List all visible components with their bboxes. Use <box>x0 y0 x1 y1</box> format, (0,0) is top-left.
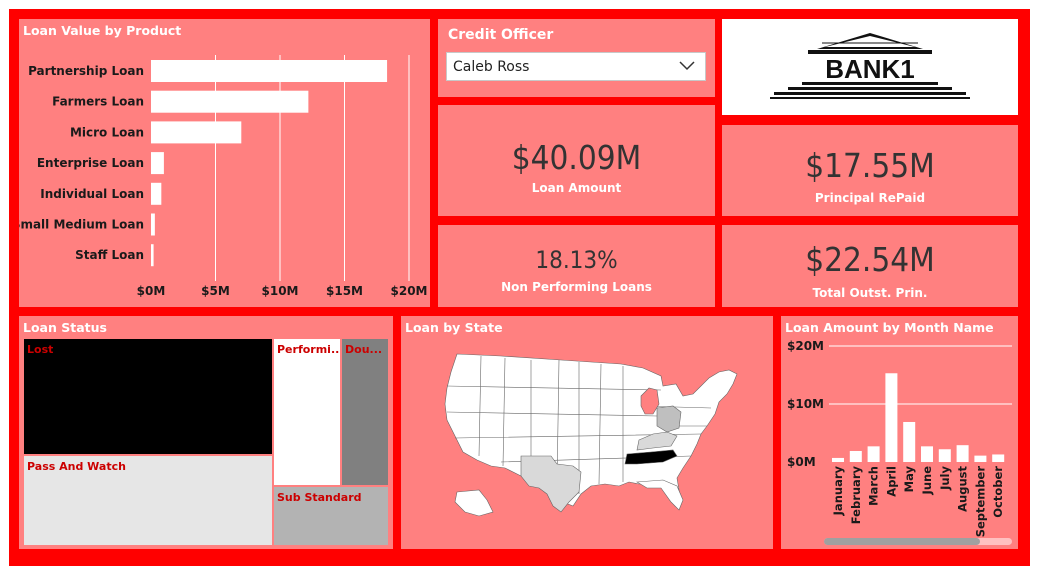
category-label: Staff Loan <box>75 248 144 262</box>
treemap-cell-performing[interactable]: Performi... <box>273 338 341 486</box>
treemap-label: Performi... <box>277 343 339 356</box>
treemap-cell-sub-standard[interactable]: Sub Standard <box>273 486 389 546</box>
treemap-label: Lost <box>27 343 54 356</box>
loan-by-state-map[interactable]: Loan by State <box>401 316 773 549</box>
kpi-value: $17.55M <box>805 146 935 185</box>
chevron-down-icon <box>679 61 695 71</box>
slicer-title: Credit Officer <box>448 27 554 43</box>
credit-officer-slicer: Credit Officer Caleb Ross <box>438 19 715 97</box>
x-category-label: October <box>991 466 1005 518</box>
x-category-label: August <box>956 466 970 512</box>
state-michigan[interactable] <box>640 387 660 415</box>
x-category-label: June <box>920 466 934 496</box>
category-label: Farmers Loan <box>52 95 144 109</box>
bar-chart-svg: $0M $5M $10M $15M $20M Partnership Loan Farmer… <box>19 55 428 298</box>
y-tick-label: $20M <box>787 339 824 353</box>
chart-title: Loan Value by Product <box>23 23 182 38</box>
state-ohio[interactable] <box>656 405 682 433</box>
kpi-total-outstanding-principal[interactable]: $22.54M Total Outst. Prin. <box>722 225 1018 307</box>
column-bar[interactable] <box>885 373 898 462</box>
column-bar[interactable] <box>938 449 951 462</box>
column-bar[interactable] <box>921 446 933 462</box>
kpi-loan-amount[interactable]: $40.09M Loan Amount <box>438 105 715 216</box>
column-bar[interactable] <box>992 454 1005 462</box>
treemap-cell-doubtful[interactable]: Dou... <box>341 338 389 486</box>
bar[interactable] <box>151 244 154 267</box>
dropdown-selected-value: Caleb Ross <box>453 59 530 75</box>
column-bar[interactable] <box>956 445 969 462</box>
treemap-label: Dou... <box>345 343 383 356</box>
x-tick-label: $10M <box>262 284 299 298</box>
bar[interactable] <box>151 152 164 175</box>
category-label: Small Medium Loan <box>19 218 144 232</box>
column-bar[interactable] <box>903 421 916 462</box>
bar[interactable] <box>151 60 388 82</box>
x-category-label: March <box>867 466 881 506</box>
x-tick-label: $0M <box>137 284 166 298</box>
kpi-value: $40.09M <box>511 138 642 177</box>
y-tick-label: $10M <box>787 397 824 411</box>
kpi-non-performing-loans[interactable]: 18.13% Non Performing Loans <box>438 225 715 307</box>
category-label: Individual Loan <box>40 187 144 201</box>
logo-text: BANK1 <box>825 54 915 84</box>
bar[interactable] <box>151 121 242 144</box>
kpi-label: Loan Amount <box>531 181 622 195</box>
column-bar[interactable] <box>974 455 987 462</box>
column-bar[interactable] <box>832 457 844 462</box>
state-kentucky[interactable] <box>636 431 678 451</box>
treemap-label: Sub Standard <box>277 491 362 504</box>
loan-amount-by-month-chart[interactable]: Loan Amount by Month Name $20M $10M $0M Jan… <box>781 316 1018 549</box>
treemap-cell-lost[interactable]: Lost <box>23 338 273 455</box>
chart-title: Loan Amount by Month Name <box>785 320 994 335</box>
page-top-margin <box>0 0 1039 9</box>
x-category-label: April <box>884 466 898 497</box>
kpi-value: 18.13% <box>535 246 618 274</box>
scrollbar-thumb[interactable] <box>824 538 980 545</box>
chart-title: Loan by State <box>405 320 503 335</box>
state-texas[interactable] <box>520 455 582 513</box>
x-category-label: February <box>849 466 863 525</box>
month-chart-svg: $20M $10M $0M January February March April May J… <box>787 339 1012 538</box>
x-tick-label: $20M <box>391 284 428 298</box>
credit-officer-dropdown[interactable]: Caleb Ross <box>446 52 706 81</box>
us-states-map <box>444 353 738 517</box>
state-alaska[interactable] <box>454 489 494 517</box>
kpi-value: $22.54M <box>805 240 935 279</box>
bank-building-icon: BANK1 <box>770 33 970 99</box>
kpi-label: Principal RePaid <box>814 191 926 205</box>
horizontal-scrollbar[interactable] <box>824 538 1012 545</box>
us-mainland-shape[interactable] <box>444 353 738 507</box>
treemap-cell-pass-and-watch[interactable]: Pass And Watch <box>23 455 273 546</box>
x-category-label: July <box>938 465 952 490</box>
category-label: Partnership Loan <box>28 64 144 78</box>
x-category-label: May <box>902 466 916 493</box>
kpi-label: Total Outst. Prin. <box>812 286 928 300</box>
bank-logo: BANK1 <box>722 19 1018 115</box>
bar[interactable] <box>151 182 162 205</box>
category-label: Enterprise Loan <box>37 156 144 170</box>
state-tennessee[interactable] <box>624 449 678 465</box>
category-label: Micro Loan <box>70 125 144 139</box>
kpi-label: Non Performing Loans <box>501 280 652 294</box>
loan-value-by-product-chart[interactable]: Loan Value by Product $0M $5M $10M $15M $20M… <box>19 19 430 307</box>
x-category-label: September <box>973 466 987 538</box>
treemap-label: Pass And Watch <box>27 460 126 473</box>
x-category-label: January <box>831 465 845 516</box>
y-tick-label: $0M <box>787 455 816 469</box>
bar[interactable] <box>151 213 155 236</box>
x-tick-label: $5M <box>201 284 230 298</box>
loan-status-treemap[interactable]: Loan Status Lost Pass And Watch Performi… <box>19 316 393 549</box>
bar[interactable] <box>151 90 309 113</box>
column-bar[interactable] <box>849 450 862 462</box>
chart-title: Loan Status <box>23 320 107 335</box>
x-tick-label: $15M <box>326 284 363 298</box>
state-florida[interactable] <box>636 479 684 511</box>
kpi-principal-repaid[interactable]: $17.55M Principal RePaid <box>722 125 1018 216</box>
column-bar[interactable] <box>867 446 880 462</box>
